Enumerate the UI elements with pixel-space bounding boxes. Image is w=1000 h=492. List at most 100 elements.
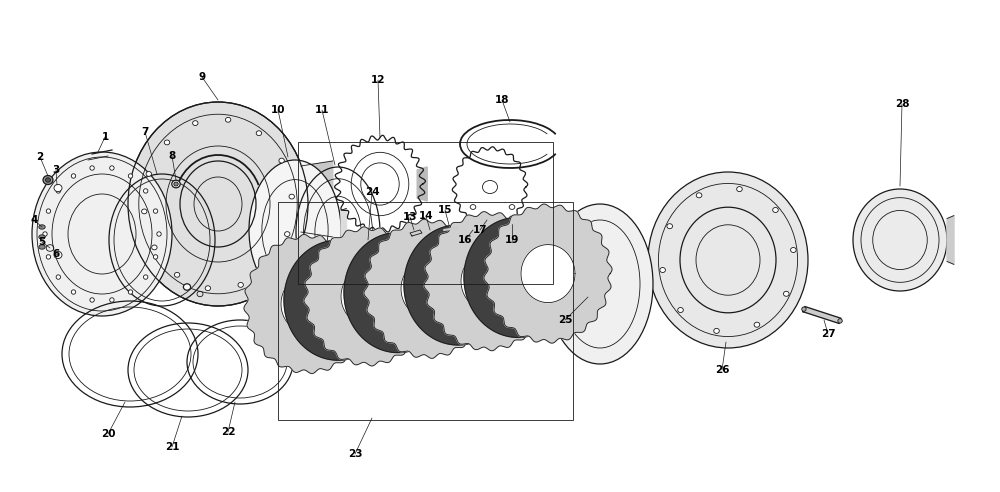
Ellipse shape	[791, 247, 796, 252]
Ellipse shape	[54, 184, 62, 191]
Polygon shape	[401, 260, 455, 318]
Ellipse shape	[660, 268, 665, 273]
Ellipse shape	[32, 152, 172, 316]
Text: 1: 1	[101, 132, 109, 142]
Ellipse shape	[142, 209, 147, 214]
Ellipse shape	[110, 298, 114, 302]
Polygon shape	[341, 268, 395, 325]
Ellipse shape	[714, 328, 719, 334]
Text: 14: 14	[419, 211, 433, 221]
Ellipse shape	[266, 263, 272, 268]
Ellipse shape	[43, 232, 47, 236]
Bar	[298, 142, 553, 284]
Polygon shape	[404, 225, 512, 345]
Ellipse shape	[737, 186, 742, 191]
Ellipse shape	[164, 140, 170, 145]
Ellipse shape	[773, 208, 778, 213]
Polygon shape	[341, 209, 347, 251]
Polygon shape	[281, 275, 335, 333]
Polygon shape	[464, 217, 572, 338]
Ellipse shape	[46, 209, 51, 214]
Text: 12: 12	[371, 75, 385, 85]
Ellipse shape	[696, 193, 702, 198]
Text: 2: 2	[36, 152, 44, 162]
Text: 8: 8	[168, 151, 176, 161]
Polygon shape	[344, 233, 452, 353]
Ellipse shape	[39, 225, 45, 229]
Ellipse shape	[838, 319, 842, 323]
Text: 20: 20	[101, 429, 115, 439]
Text: 17: 17	[473, 225, 487, 235]
Ellipse shape	[110, 166, 114, 170]
Ellipse shape	[174, 273, 180, 277]
Text: 27: 27	[821, 329, 835, 339]
Ellipse shape	[802, 307, 806, 311]
Text: 10: 10	[271, 105, 285, 115]
Ellipse shape	[157, 232, 161, 236]
Polygon shape	[374, 267, 422, 319]
Text: 13: 13	[403, 212, 417, 222]
Text: 21: 21	[165, 442, 179, 452]
Ellipse shape	[783, 291, 789, 296]
Ellipse shape	[249, 160, 341, 300]
Ellipse shape	[667, 224, 673, 229]
Ellipse shape	[90, 298, 94, 302]
Text: 4: 4	[30, 215, 38, 225]
Ellipse shape	[853, 189, 947, 291]
Polygon shape	[484, 204, 612, 343]
Ellipse shape	[279, 158, 284, 163]
Ellipse shape	[183, 284, 191, 290]
Text: 3: 3	[52, 165, 60, 175]
Ellipse shape	[238, 282, 243, 287]
Text: 28: 28	[895, 99, 909, 109]
Polygon shape	[314, 274, 362, 326]
Polygon shape	[301, 161, 333, 237]
Text: 15: 15	[438, 205, 452, 215]
Polygon shape	[244, 235, 372, 373]
Polygon shape	[410, 230, 422, 236]
Ellipse shape	[152, 245, 157, 250]
Polygon shape	[521, 245, 575, 303]
Ellipse shape	[128, 174, 133, 178]
Polygon shape	[417, 167, 427, 201]
Ellipse shape	[483, 181, 498, 193]
Ellipse shape	[172, 180, 180, 188]
Text: 11: 11	[315, 105, 329, 115]
Text: 24: 24	[365, 187, 379, 197]
Ellipse shape	[56, 275, 61, 279]
Ellipse shape	[153, 255, 158, 259]
Text: 16: 16	[458, 235, 472, 245]
Ellipse shape	[46, 178, 50, 182]
Ellipse shape	[146, 172, 151, 176]
Ellipse shape	[439, 230, 444, 239]
Ellipse shape	[128, 290, 133, 294]
Ellipse shape	[90, 166, 94, 170]
Polygon shape	[424, 212, 552, 351]
Ellipse shape	[193, 121, 198, 125]
Text: 23: 23	[348, 449, 362, 459]
Ellipse shape	[205, 286, 211, 291]
Ellipse shape	[754, 322, 760, 327]
Ellipse shape	[39, 235, 45, 239]
Text: 7: 7	[141, 127, 149, 137]
Ellipse shape	[289, 194, 294, 199]
Ellipse shape	[56, 189, 61, 193]
Bar	[278, 202, 573, 420]
Ellipse shape	[256, 131, 262, 136]
Text: 25: 25	[558, 315, 572, 325]
Polygon shape	[304, 227, 432, 366]
Ellipse shape	[435, 230, 440, 239]
Ellipse shape	[43, 176, 53, 184]
Ellipse shape	[174, 182, 178, 186]
Text: 22: 22	[221, 427, 235, 437]
Ellipse shape	[46, 255, 51, 259]
Ellipse shape	[143, 189, 148, 193]
Text: 18: 18	[495, 95, 509, 105]
Polygon shape	[434, 259, 482, 311]
Ellipse shape	[39, 245, 45, 249]
Ellipse shape	[648, 172, 808, 348]
Text: 6: 6	[52, 249, 60, 259]
Polygon shape	[803, 307, 841, 323]
Ellipse shape	[71, 174, 76, 178]
Ellipse shape	[431, 230, 436, 239]
